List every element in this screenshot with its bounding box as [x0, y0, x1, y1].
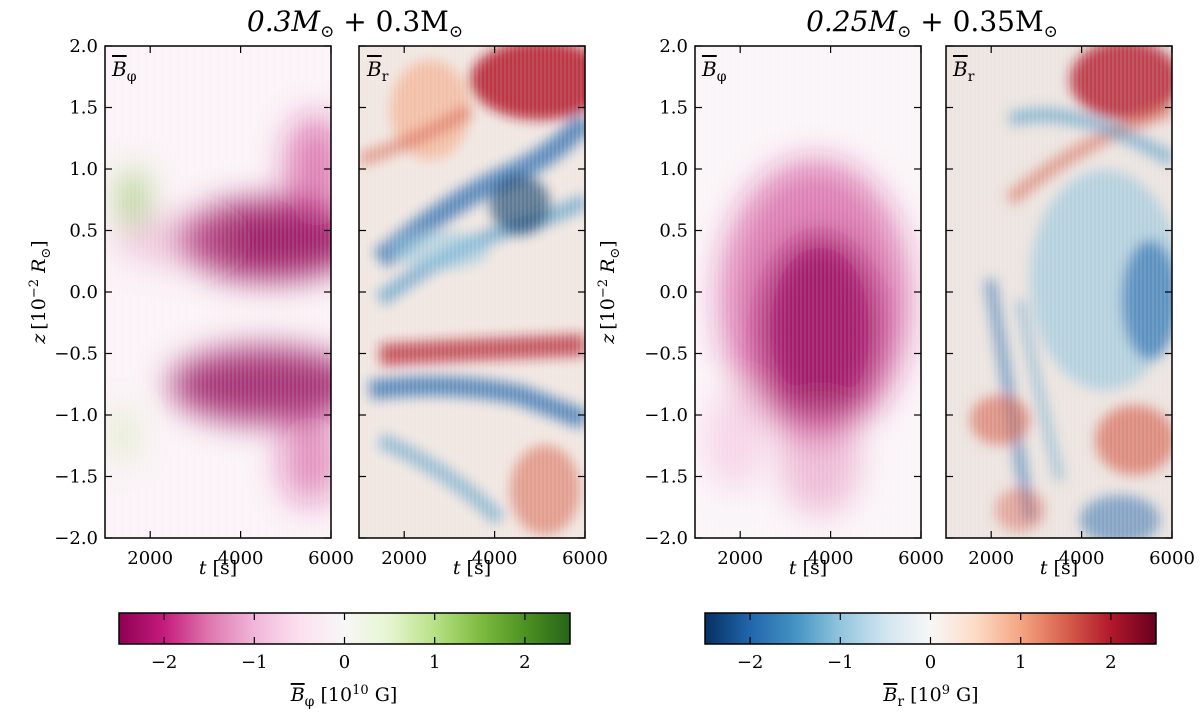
heatmap-texture [946, 46, 1172, 538]
x-tick-label: 6000 [1149, 548, 1195, 569]
x-tick-label: 4000 [808, 548, 854, 569]
heatmap-texture [695, 46, 921, 538]
colorbar-bphi-ticks: −2 −1 0 1 2 [151, 613, 531, 673]
x-tick-label: 2000 [968, 548, 1014, 569]
x-tick-label: 4000 [1059, 548, 1105, 569]
right-title: 0.25M⊙ + 0.35M⊙ [806, 5, 1058, 42]
colorbar-tick-label: 0 [339, 652, 350, 673]
xlabel: t [s] [789, 557, 827, 579]
colorbar-tick-label: 2 [1105, 652, 1116, 673]
colorbar-tick-label: −2 [151, 652, 178, 673]
x-tick-label: 4000 [218, 548, 264, 569]
y-tick-label: −0.5 [54, 344, 98, 365]
colorbar-tick-label: 0 [925, 652, 936, 673]
xlabel: t [s] [453, 557, 491, 579]
ticks-left-bphi: 2000 4000 6000 −2.0 −1.5 −1.0 −0.5 0.0 0.5 1.0 1.5… [54, 36, 354, 569]
heatmap-right-bphi [695, 46, 921, 538]
heatmap-texture [359, 46, 585, 538]
y-tick-label: −1.5 [644, 467, 688, 488]
y-tick-label: −2.0 [644, 528, 688, 549]
panel-right-bphi: Bφ 2000 4000 6000 −2.0 −1.5 −1.0 −0.5 0.0 0.5 1.0… [644, 36, 944, 579]
colorbar-tick-label: −1 [827, 652, 854, 673]
panel-label: Br [952, 57, 975, 85]
colorbar-br-label: Br [109 G] [882, 683, 978, 710]
heatmap-texture [105, 46, 331, 538]
heatmap-right-br [946, 46, 1172, 538]
panel-left-bphi: Bφ 2000 4000 6000 −2.0 −1.5 −1.0 −0.5 0.0 0.5 1.0… [54, 36, 354, 579]
ticks-left-br: 2000 4000 6000 [359, 45, 608, 569]
y-tick-label: 1.0 [69, 159, 98, 180]
panel-label: Br [366, 57, 389, 85]
ylabel-right: z[10−2 R⊙] [596, 240, 623, 344]
y-tick-label: −0.5 [644, 344, 688, 365]
y-tick-label: −1.0 [644, 405, 688, 426]
colorbar-br: −2 −1 0 1 2 Br [109 G] [704, 612, 1157, 710]
heatmap-left-br [359, 46, 585, 538]
y-tick-label: 2.0 [69, 36, 98, 57]
y-tick-label: 0.0 [659, 282, 688, 303]
y-tick-label: −1.5 [54, 467, 98, 488]
colorbar-bphi-label: Bφ [1010 G] [290, 683, 398, 710]
colorbar-tick-label: 1 [1015, 652, 1026, 673]
x-tick-label: 2000 [127, 548, 173, 569]
y-tick-label: 1.5 [659, 98, 688, 119]
colorbar-bphi: −2 −1 0 1 2 Bφ [1010 G] [118, 612, 571, 710]
panel-left-br: Br 2000 4000 6000 t [s] [358, 45, 608, 579]
xlabel: t [s] [1040, 557, 1078, 579]
y-tick-label: 0.0 [69, 282, 98, 303]
colorbar-tick-label: −1 [241, 652, 268, 673]
y-tick-label: −1.0 [54, 405, 98, 426]
x-tick-label: 4000 [472, 548, 518, 569]
y-tick-label: 2.0 [659, 36, 688, 57]
y-tick-label: 1.0 [659, 159, 688, 180]
x-tick-label: 6000 [898, 548, 944, 569]
panel-label: Bφ [111, 57, 137, 85]
x-tick-label: 6000 [562, 548, 608, 569]
x-tick-label: 6000 [308, 548, 354, 569]
x-tick-label: 2000 [717, 548, 763, 569]
xlabel: t [s] [199, 557, 237, 579]
ticks-right-br: 2000 4000 6000 [946, 45, 1195, 569]
ticks-right-bphi: 2000 4000 6000 −2.0 −1.5 −1.0 −0.5 0.0 0.5 1.0 1.5… [644, 36, 944, 569]
x-tick-label: 2000 [381, 548, 427, 569]
y-tick-label: 0.5 [659, 221, 688, 242]
colorbar-br-ticks: −2 −1 0 1 2 [737, 613, 1117, 673]
colorbar-tick-label: −2 [737, 652, 764, 673]
heatmap-left-bphi [105, 46, 331, 538]
colorbar-tick-label: 2 [519, 652, 530, 673]
colorbar-tick-label: 1 [429, 652, 440, 673]
y-tick-label: 1.5 [69, 98, 98, 119]
y-tick-label: 0.5 [69, 221, 98, 242]
panel-right-br: Br 2000 4000 6000 t [s] [945, 45, 1195, 579]
y-tick-label: −2.0 [54, 528, 98, 549]
ylabel-left: z[10−2 R⊙] [27, 240, 54, 344]
left-title: 0.3M⊙ + 0.3M⊙ [247, 5, 463, 42]
panel-label: Bφ [701, 57, 727, 85]
